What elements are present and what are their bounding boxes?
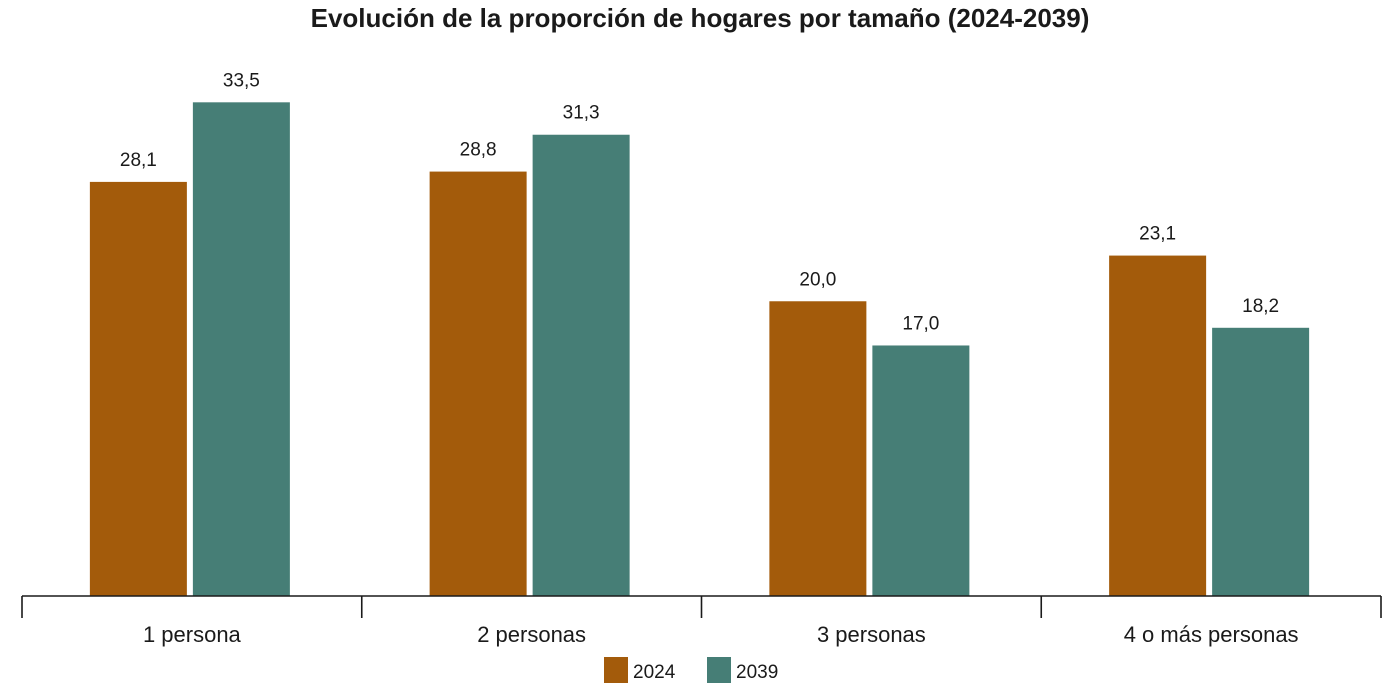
bar-2024-4 (1109, 255, 1207, 596)
x-axis: 1 persona 2 personas 3 personas 4 o más per… (21, 595, 1382, 647)
bar-2024-1 (89, 181, 187, 597)
legend-label-2039: 2039 (736, 662, 778, 683)
category-label-3: 3 personas (817, 622, 926, 647)
data-label-2039-3: 17,0 (902, 313, 939, 334)
data-label-2024-3: 20,0 (799, 269, 836, 290)
data-label-2039-1: 33,5 (223, 70, 260, 91)
data-label-2024-1: 28,1 (120, 150, 157, 171)
data-labels-layer: 28,1 33,5 28,8 31,3 20,0 17,0 23,1 18,2 (120, 70, 1279, 334)
category-label-2: 2 personas (477, 622, 586, 647)
data-label-2039-4: 18,2 (1242, 296, 1279, 317)
bar-2039-4 (1212, 327, 1310, 596)
bar-2039-1 (192, 102, 290, 596)
data-label-2024-2: 28,8 (460, 140, 497, 161)
data-label-2039-2: 31,3 (563, 103, 600, 124)
bar-2024-2 (429, 171, 527, 596)
chart-title: Evolución de la proporción de hogares po… (310, 3, 1090, 33)
bar-2024-3 (769, 301, 867, 596)
legend-swatch-2039 (707, 657, 731, 683)
data-label-2024-4: 23,1 (1139, 224, 1176, 245)
category-label-4: 4 o más personas (1124, 622, 1299, 647)
bar-2039-3 (872, 345, 970, 596)
legend: 2024 2039 (604, 657, 778, 683)
bar-2039-2 (532, 134, 630, 596)
category-label-1: 1 persona (143, 622, 242, 647)
legend-label-2024: 2024 (633, 662, 676, 683)
legend-swatch-2024 (604, 657, 628, 683)
bars-layer (89, 102, 1310, 597)
